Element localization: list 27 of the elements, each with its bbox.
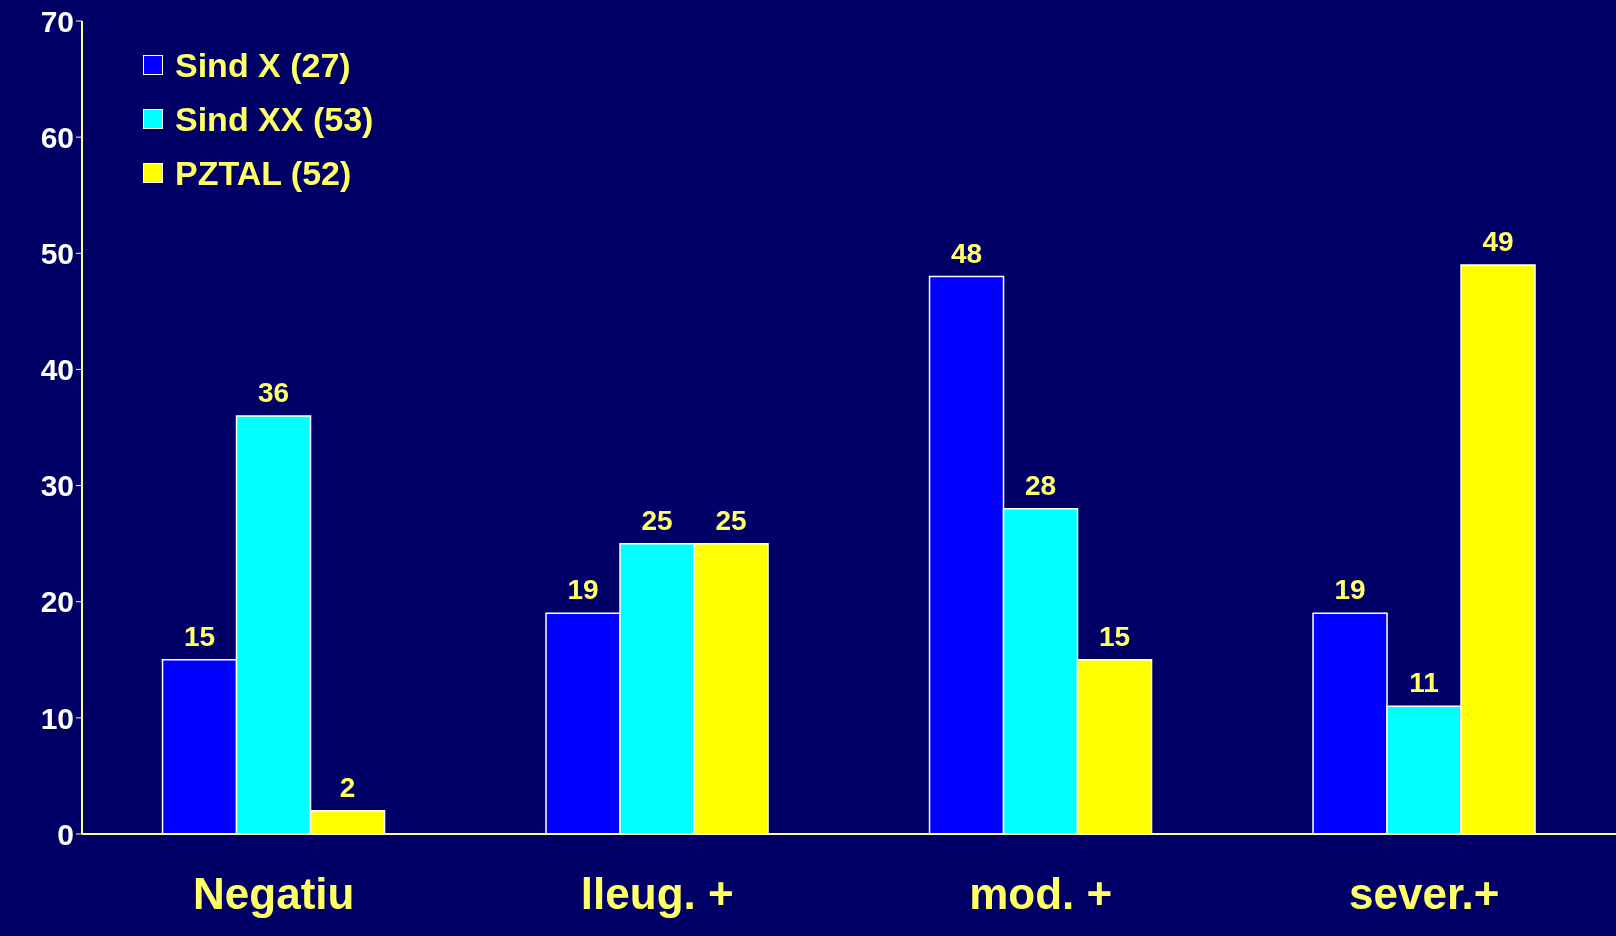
y-tick-label: 70 [40,4,74,38]
data-label: 15 [183,620,216,652]
data-label: 15 [1098,620,1131,652]
data-label: 11 [1409,667,1439,699]
data-label: 25 [641,504,673,536]
x-tick-label: sever.+ [1349,869,1500,919]
legend-label: Sind X (27) [175,45,351,85]
x-tick-label: Negatiu [193,869,355,919]
x-tick-label: lleug. + [580,869,734,919]
data-label: 19 [1334,574,1366,606]
data-label: 48 [950,237,983,269]
y-tick-label: 30 [40,469,74,503]
legend-label: Sind XX (53) [175,99,374,139]
x-tick-label: mod. + [969,869,1113,919]
y-tick-label: 40 [40,353,74,387]
data-label: 2 [339,771,356,803]
legend-label: PZTAL (52) [175,153,352,193]
data-label: 28 [1024,469,1057,501]
data-label: 19 [567,574,599,606]
y-tick-label: 10 [40,701,74,735]
data-label: 25 [715,504,747,536]
y-tick-label: 0 [57,817,74,851]
y-tick-label: 50 [40,236,74,270]
y-tick-label: 20 [40,585,74,619]
y-tick-label: 60 [40,120,74,154]
data-label: 49 [1482,225,1514,257]
data-label: 36 [257,376,290,408]
